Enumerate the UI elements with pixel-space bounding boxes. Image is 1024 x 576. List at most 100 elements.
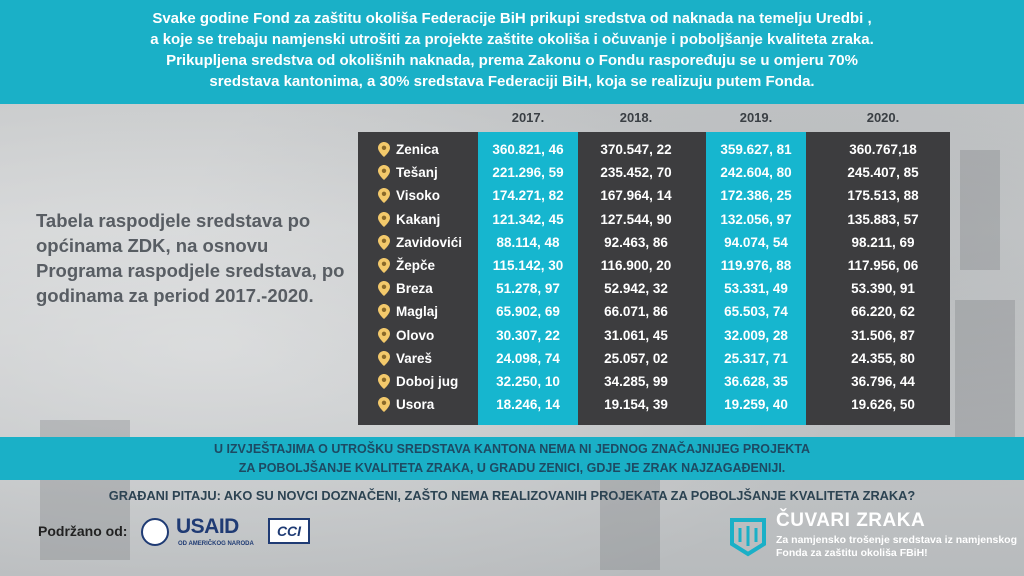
amount-cell: 32.009, 28	[724, 327, 788, 343]
amount-cell: 25.317, 71	[724, 350, 788, 366]
top-banner-line: a koje se trebaju namjenski utrošiti za …	[150, 31, 874, 48]
cuvari-zraka-title: ČUVARI ZRAKA	[776, 510, 926, 531]
amount-cell: 370.547, 22	[600, 142, 672, 157]
supported-by-label: Podržano od:	[38, 523, 128, 539]
map-pin-icon	[378, 142, 390, 157]
amount-cell: 117.956, 06	[847, 258, 919, 273]
map-pin-icon	[378, 281, 390, 297]
amount-cell: 121.342, 45	[492, 211, 564, 227]
map-pin-icon	[378, 188, 390, 204]
city-name: Doboj jug	[396, 374, 459, 389]
map-pin-icon	[378, 327, 390, 343]
amount-cell: 235.452, 70	[600, 165, 672, 181]
amount-cell: 98.211, 69	[851, 234, 915, 250]
amount-cell: 127.544, 90	[600, 211, 672, 227]
amount-cell: 359.627, 81	[720, 142, 792, 157]
bottom-banner-line: ZA POBOLJŠANJE KVALITETA ZRAKA, U GRADU …	[238, 461, 786, 475]
amount-cell: 175.513, 88	[847, 188, 919, 204]
amount-cell: 132.056, 97	[720, 211, 792, 227]
year-header: 2017.	[511, 110, 545, 125]
table-row: Maglaj 65.902, 69 66.071, 86 65.503, 74 66.2…	[358, 300, 950, 323]
amount-cell: 245.407, 85	[847, 165, 919, 181]
amount-cell: 242.604, 80	[720, 165, 792, 181]
amount-cell: 24.355, 80	[851, 350, 915, 366]
city-name: Žepče	[396, 258, 436, 273]
citizens-question: GRAĐANI PITAJU: AKO SU NOVCI DOZNAČENI, …	[108, 488, 916, 503]
map-pin-icon	[378, 211, 390, 227]
amount-cell: 174.271, 82	[492, 188, 564, 204]
amount-cell: 31.061, 45	[604, 327, 668, 343]
table-row: Olovo 30.307, 22 31.061, 45 32.009, 28 31.50…	[358, 324, 950, 347]
amount-cell: 167.964, 14	[600, 188, 672, 204]
year-header: 2019.	[739, 110, 773, 125]
amount-cell: 19.259, 40	[724, 397, 788, 413]
city-name: Kakanj	[396, 211, 441, 227]
amount-cell: 25.057, 02	[604, 350, 668, 366]
usaid-logo-text: USAID	[176, 515, 239, 538]
amount-cell: 31.506, 87	[851, 327, 915, 343]
table-header: 2017. 2018. 2019. 2020.	[358, 104, 950, 130]
amount-cell: 65.902, 69	[496, 304, 560, 320]
city-name: Usora	[396, 397, 435, 413]
top-banner-line: sredstava kantonima, a 30% sredstava Fed…	[209, 73, 815, 90]
column-highlight-2019	[706, 132, 806, 425]
amount-cell: 53.331, 49	[724, 281, 788, 297]
amount-cell: 360.821, 46	[492, 142, 564, 157]
city-name: Breza	[396, 281, 433, 297]
table-row: Zenica 360.821, 46 370.547, 22 359.627, 81 3…	[358, 138, 950, 161]
amount-cell: 360.767,18	[849, 142, 917, 157]
map-pin-icon	[378, 258, 390, 273]
top-banner-line: Prikupljena sredstva od okolišnih naknad…	[166, 52, 858, 69]
amount-cell: 32.250, 10	[496, 374, 560, 389]
amount-cell: 88.114, 48	[496, 234, 560, 250]
year-header: 2018.	[619, 110, 653, 125]
table-row: Doboj jug 32.250, 10 34.285, 99 36.628, 35 3…	[358, 370, 950, 393]
amount-cell: 119.976, 88	[720, 258, 792, 273]
bottom-banner-line: U IZVJEŠTAJIMA O UTROŠKU SREDSTAVA KANTO…	[213, 442, 811, 456]
table-row: Žepče 115.142, 30 116.900, 20 119.976, 88 11…	[358, 254, 950, 277]
cuvari-zraka-logo-icon	[730, 518, 766, 557]
cci-logo-text: CCI	[277, 523, 302, 539]
table-row: Kakanj 121.342, 45 127.544, 90 132.056, 97 1…	[358, 208, 950, 231]
map-pin-icon	[378, 165, 390, 181]
top-banner: Svake godine Fond za zaštitu okoliša Fed…	[0, 0, 1024, 104]
amount-cell: 30.307, 22	[496, 327, 560, 343]
usaid-subtitle: OD AMERIČKOG NARODA	[178, 541, 254, 547]
map-pin-icon	[378, 304, 390, 320]
amount-cell: 115.142, 30	[492, 258, 564, 273]
city-name: Vareš	[396, 350, 433, 366]
amount-cell: 19.154, 39	[604, 397, 668, 413]
year-header: 2020.	[866, 110, 900, 125]
city-name: Zenica	[396, 142, 439, 157]
amount-cell: 135.883, 57	[847, 211, 919, 227]
amount-cell: 19.626, 50	[851, 397, 915, 413]
amount-cell: 221.296, 59	[492, 165, 564, 181]
usaid-seal-icon	[141, 518, 169, 546]
map-pin-icon	[378, 397, 390, 413]
table-row: Tešanj 221.296, 59 235.452, 70 242.604, 80 2…	[358, 161, 950, 184]
amount-cell: 51.278, 97	[496, 281, 560, 297]
table-row: Breza 51.278, 97 52.942, 32 53.331, 49 53.39…	[358, 277, 950, 300]
table-row: Vareš 24.098, 74 25.057, 02 25.317, 71 24.35…	[358, 347, 950, 370]
amount-cell: 172.386, 25	[720, 188, 792, 204]
amount-cell: 116.900, 20	[600, 258, 672, 273]
cci-logo-icon: CCI	[268, 518, 310, 544]
amount-cell: 65.503, 74	[724, 304, 788, 320]
city-name: Zavidovići	[396, 234, 463, 250]
amount-cell: 92.463, 86	[604, 234, 668, 250]
map-pin-icon	[378, 374, 390, 389]
amount-cell: 66.071, 86	[604, 304, 668, 320]
amount-cell: 66.220, 62	[851, 304, 915, 320]
amount-cell: 34.285, 99	[604, 374, 668, 389]
amount-cell: 36.628, 35	[724, 374, 788, 389]
top-banner-line: Svake godine Fond za zaštitu okoliša Fed…	[152, 10, 872, 27]
column-highlight-2017	[478, 132, 578, 425]
city-name: Tešanj	[396, 165, 438, 181]
amount-cell: 18.246, 14	[496, 397, 560, 413]
city-name: Olovo	[396, 327, 435, 343]
table-panel	[358, 132, 950, 425]
table-row: Visoko 174.271, 82 167.964, 14 172.386, 25 1…	[358, 184, 950, 207]
city-name: Visoko	[396, 188, 441, 204]
table-row: Zavidovići 88.114, 48 92.463, 86 94.074, 54…	[358, 231, 950, 254]
table-caption: Tabela raspodjele sredstava po općinama …	[36, 210, 345, 306]
